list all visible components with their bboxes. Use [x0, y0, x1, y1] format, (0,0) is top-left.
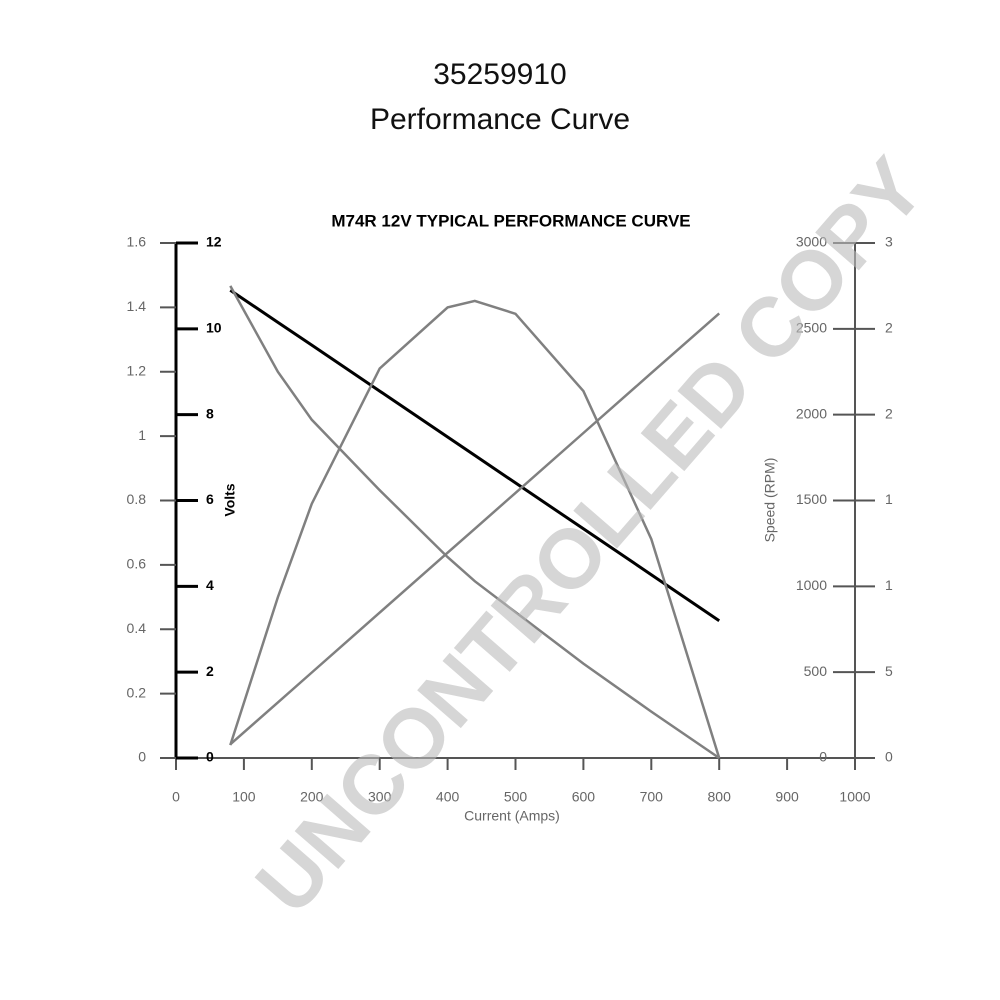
y3-tick-label: 2500 [796, 320, 827, 336]
y2-tick-label: 4 [206, 577, 214, 593]
x-tick-label: 400 [436, 789, 460, 805]
x-tick-label: 900 [775, 789, 799, 805]
y3-tick-label: 3000 [796, 234, 827, 250]
page-title: 35259910 [433, 58, 566, 91]
y-tick-label: 0 [138, 749, 146, 765]
y2-tick-label: 2 [206, 663, 214, 679]
y-tick-label: 1 [138, 427, 146, 443]
y4-tick-label: 1 [885, 577, 893, 593]
y4-tick-label: 2 [885, 405, 893, 421]
y-tick-label: 0.6 [127, 556, 147, 572]
y2-tick-label: 0 [206, 749, 214, 765]
x-tick-label: 100 [232, 789, 256, 805]
y-tick-label: 0.8 [127, 491, 147, 507]
y3-tick-label: 1000 [796, 577, 827, 593]
y-tick-label: 0.4 [127, 620, 147, 636]
x-tick-label: 200 [300, 789, 324, 805]
page-subtitle: Performance Curve [370, 103, 630, 136]
y4-tick-label: 3 [885, 234, 893, 250]
y4-tick-label: 5 [885, 663, 893, 679]
y2-tick-label: 8 [206, 405, 214, 421]
y4-tick-label: 0 [885, 749, 893, 765]
y4-tick-label: 2 [885, 320, 893, 336]
x-axis-label: Current (Amps) [464, 808, 560, 824]
y3-tick-label: 500 [804, 663, 828, 679]
y3-tick-label: 0 [819, 749, 827, 765]
y2-tick-label: 12 [206, 234, 222, 250]
y3-tick-label: 2000 [796, 405, 827, 421]
y-tick-label: 1.6 [127, 234, 147, 250]
y3-tick-label: 1500 [796, 491, 827, 507]
x-tick-label: 600 [572, 789, 596, 805]
x-tick-label: 300 [368, 789, 392, 805]
y2-tick-label: 10 [206, 320, 222, 336]
y-tick-label: 0.2 [127, 684, 147, 700]
x-tick-label: 800 [708, 789, 732, 805]
y-tick-label: 1.2 [127, 362, 147, 378]
series-line [229, 285, 720, 760]
x-tick-label: 700 [640, 789, 664, 805]
chart-title: M74R 12V TYPICAL PERFORMANCE CURVE [331, 211, 690, 230]
x-tick-label: 1000 [839, 789, 870, 805]
y-tick-label: 1.4 [127, 298, 147, 314]
y2-tick-label: 6 [206, 491, 214, 507]
x-tick-label: 0 [172, 789, 180, 805]
y3-axis-label: Speed (RPM) [762, 458, 778, 543]
y4-tick-label: 1 [885, 491, 893, 507]
series-line [229, 312, 721, 746]
series-line [229, 299, 721, 759]
x-tick-label: 500 [504, 789, 528, 805]
series-line [229, 288, 721, 622]
y2-axis-label: Volts [222, 483, 238, 516]
